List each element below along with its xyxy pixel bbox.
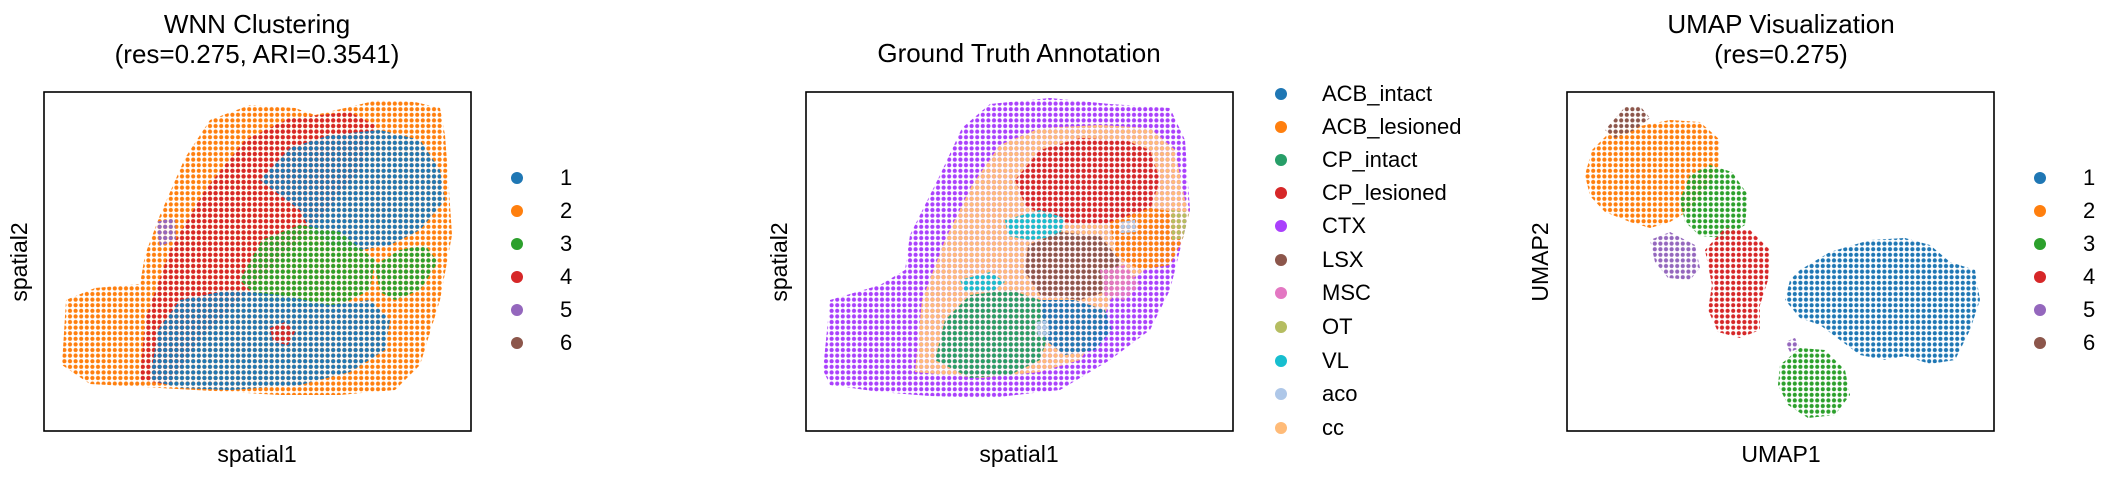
panel2-axes-frame bbox=[805, 91, 1234, 432]
panel2-legend-label-cp-lesioned: CP_lesioned bbox=[1322, 180, 1447, 205]
panel1-legend-label-1: 1 bbox=[560, 165, 572, 190]
panel2-region-cp-intact bbox=[935, 290, 1050, 378]
panel3-title-line2: (res=0.275) bbox=[1714, 39, 1848, 69]
panel3-cluster-5-bridge bbox=[1785, 338, 1800, 352]
panel1-region-cluster-3 bbox=[240, 225, 375, 306]
panel2-title: Ground Truth Annotation bbox=[877, 38, 1160, 68]
panel3-xlabel: UMAP1 bbox=[1741, 441, 1820, 467]
panel3-legend-label-1: 1 bbox=[2083, 165, 2095, 190]
panel2-legend-label-lsx: LSX bbox=[1322, 247, 1364, 272]
panel3-legend-marker-4 bbox=[2034, 271, 2046, 283]
panel1-region-cluster-1-lower bbox=[150, 290, 390, 390]
panel-ground-truth: Ground Truth Annotation spatial1 spatial… bbox=[766, 38, 1461, 467]
panel1-legend-label-3: 3 bbox=[560, 231, 572, 256]
panel1-region-cluster-3-arc bbox=[375, 245, 438, 300]
panel3-legend-label-5: 5 bbox=[2083, 297, 2095, 322]
panel1-legend-label-5: 5 bbox=[560, 297, 572, 322]
panel2-region-cp-lesioned bbox=[1015, 138, 1160, 225]
panel3-legend-marker-6 bbox=[2034, 337, 2046, 349]
panel2-legend-marker-cc bbox=[1275, 422, 1287, 434]
panel2-region-lsx bbox=[1025, 232, 1120, 300]
panel2-legend-label-ot: OT bbox=[1322, 314, 1353, 339]
panel1-title-line1: WNN Clustering bbox=[164, 9, 350, 39]
panel3-cluster-5-blob bbox=[1650, 232, 1700, 280]
panel2-legend-label-ctx: CTX bbox=[1322, 213, 1366, 238]
panel1-region-cluster-1-upper bbox=[260, 130, 445, 250]
panel3-legend-label-6: 6 bbox=[2083, 330, 2095, 355]
panel3-cluster-4-blob bbox=[1705, 228, 1770, 338]
panel3-legend-marker-5 bbox=[2034, 304, 2046, 316]
panel1-region-cluster-5 bbox=[155, 218, 176, 246]
panel2-legend-marker-ot bbox=[1275, 321, 1287, 333]
panel2-legend-marker-msc bbox=[1275, 287, 1287, 299]
panel2-legend-marker-vl bbox=[1275, 355, 1287, 367]
panel1-region-cluster-4-patch bbox=[270, 322, 295, 345]
panel2-legend-marker-cp-intact bbox=[1275, 154, 1287, 166]
panel2-legend-label-msc: MSC bbox=[1322, 280, 1371, 305]
panel1-legend-label-2: 2 bbox=[560, 198, 572, 223]
panel2-region-vl-lower bbox=[960, 272, 1005, 292]
panel1-legend-marker-2 bbox=[511, 205, 523, 217]
panel2-legend-marker-aco bbox=[1275, 388, 1287, 400]
panel1-legend-label-4: 4 bbox=[560, 264, 572, 289]
panel3-legend-label-3: 3 bbox=[2083, 231, 2095, 256]
panel2-region-msc bbox=[1100, 265, 1140, 300]
panel-wnn-clustering: WNN Clustering (res=0.275, ARI=0.3541) s… bbox=[6, 9, 572, 467]
panel3-cluster-1-blob bbox=[1785, 238, 1980, 364]
panel2-legend-marker-acb-intact bbox=[1275, 88, 1287, 100]
panel1-ylabel: spatial2 bbox=[6, 222, 32, 301]
panel2-ylabel: spatial2 bbox=[766, 222, 792, 301]
panel3-legend-label-4: 4 bbox=[2083, 264, 2095, 289]
panel3-cluster-3-upper-blob bbox=[1680, 165, 1748, 238]
panel3-legend: 1 2 3 4 5 6 bbox=[2034, 165, 2095, 355]
panel2-region-acb-intact bbox=[1040, 300, 1112, 355]
panel3-legend-marker-2 bbox=[2034, 205, 2046, 217]
panel2-region-ot bbox=[1170, 210, 1190, 240]
panel2-legend-label-acb-intact: ACB_intact bbox=[1322, 81, 1432, 106]
panel2-legend-label-cp-intact: CP_intact bbox=[1322, 147, 1417, 172]
panel1-tissue-scatter bbox=[62, 100, 452, 395]
panel3-axes-frame bbox=[1566, 91, 1995, 432]
panel3-legend-marker-3 bbox=[2034, 238, 2046, 250]
panel3-ylabel: UMAP2 bbox=[1527, 222, 1553, 301]
panel2-xlabel: spatial1 bbox=[979, 441, 1058, 467]
panel2-region-vl bbox=[1005, 210, 1065, 240]
panel2-legend-marker-lsx bbox=[1275, 254, 1287, 266]
panel3-cluster-3-lower-blob bbox=[1778, 348, 1850, 418]
panel1-legend-marker-5 bbox=[511, 304, 523, 316]
panel2-region-aco-upper bbox=[1120, 220, 1136, 233]
panel3-legend-marker-1 bbox=[2034, 172, 2046, 184]
panel1-axes-frame bbox=[43, 91, 472, 432]
panel2-legend-marker-acb-lesioned bbox=[1275, 121, 1287, 133]
panel2-legend-marker-ctx bbox=[1275, 220, 1287, 232]
panel2-legend-label-acb-lesioned: ACB_lesioned bbox=[1322, 114, 1461, 139]
panel1-legend-marker-1 bbox=[511, 172, 523, 184]
panel2-tissue-scatter bbox=[823, 98, 1190, 398]
panel1-xlabel: spatial1 bbox=[217, 441, 296, 467]
panel2-legend: ACB_intact ACB_lesioned CP_intact CP_les… bbox=[1275, 81, 1461, 440]
panel1-legend-marker-4 bbox=[511, 271, 523, 283]
panel3-umap-scatter bbox=[1585, 106, 1980, 418]
panel3-legend-label-2: 2 bbox=[2083, 198, 2095, 223]
panel3-title-line1: UMAP Visualization bbox=[1667, 9, 1894, 39]
panel2-legend-label-vl: VL bbox=[1322, 348, 1349, 373]
panel2-legend-marker-cp-lesioned bbox=[1275, 187, 1287, 199]
panel1-legend-label-6: 6 bbox=[560, 330, 572, 355]
panel1-legend: 1 2 3 4 5 6 bbox=[511, 165, 572, 355]
panel-umap: UMAP Visualization (res=0.275) UMAP1 UMA… bbox=[1527, 9, 2095, 467]
panel2-region-aco bbox=[1036, 320, 1050, 336]
panel3-cluster-6-blob bbox=[1605, 106, 1650, 138]
panel1-legend-marker-3 bbox=[511, 238, 523, 250]
panel1-title-line2: (res=0.275, ARI=0.3541) bbox=[115, 39, 400, 69]
panel1-legend-marker-6 bbox=[511, 337, 523, 349]
panel2-legend-label-aco: aco bbox=[1322, 381, 1357, 406]
panel2-legend-label-cc: cc bbox=[1322, 415, 1344, 440]
